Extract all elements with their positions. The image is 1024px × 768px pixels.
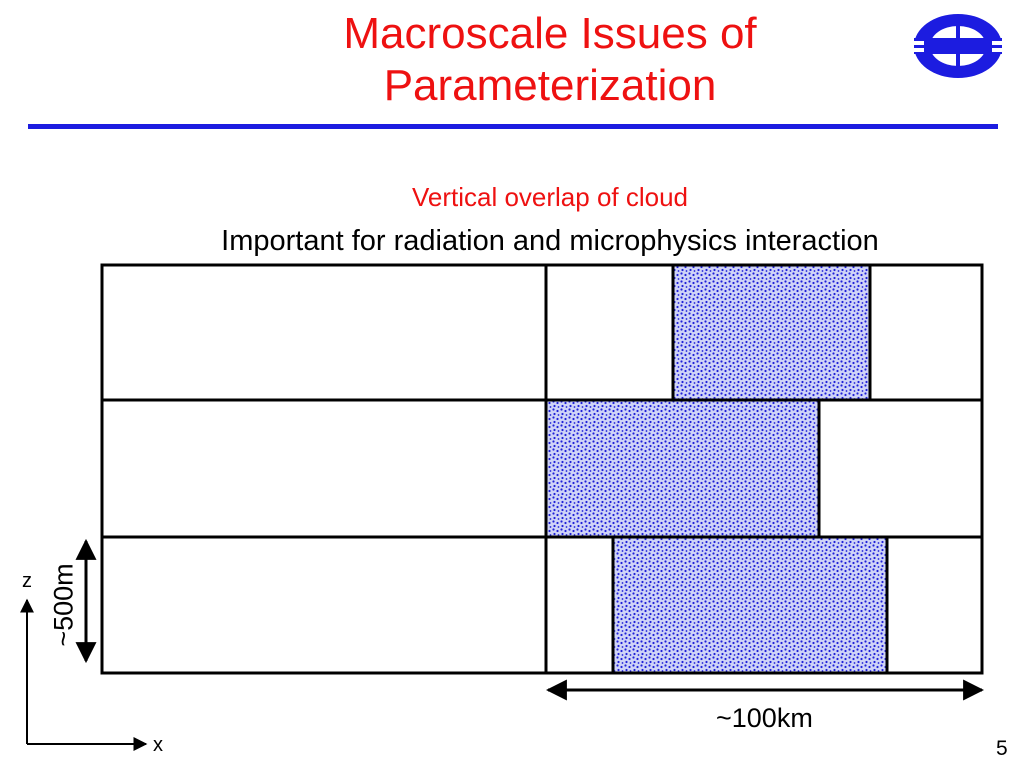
diagram-subtitle: Vertical overlap of cloud: [411, 182, 689, 212]
ecmwf-logo-icon: [912, 14, 1004, 78]
page-number: 5: [996, 737, 1008, 760]
diagram-caption: Important for radiation and microphysics…: [221, 225, 879, 257]
vertical-dimension-label: ~500m: [48, 563, 79, 647]
slide-title-line2: Parameterization: [383, 61, 717, 110]
title-underline: [28, 124, 998, 129]
slide-title-line1: Macroscale Issues of: [343, 9, 757, 58]
grid-outline: [100, 263, 984, 675]
z-axis-label: z: [22, 570, 32, 592]
horizontal-dimension-label: ~100km: [716, 703, 813, 733]
cloud-block-top: [671, 263, 872, 402]
x-axis-label: x: [153, 734, 163, 756]
slide-title: Macroscale Issues of Parameterization: [150, 8, 950, 112]
cloud-block-bottom: [611, 535, 889, 675]
cloud-block-middle: [544, 398, 821, 539]
